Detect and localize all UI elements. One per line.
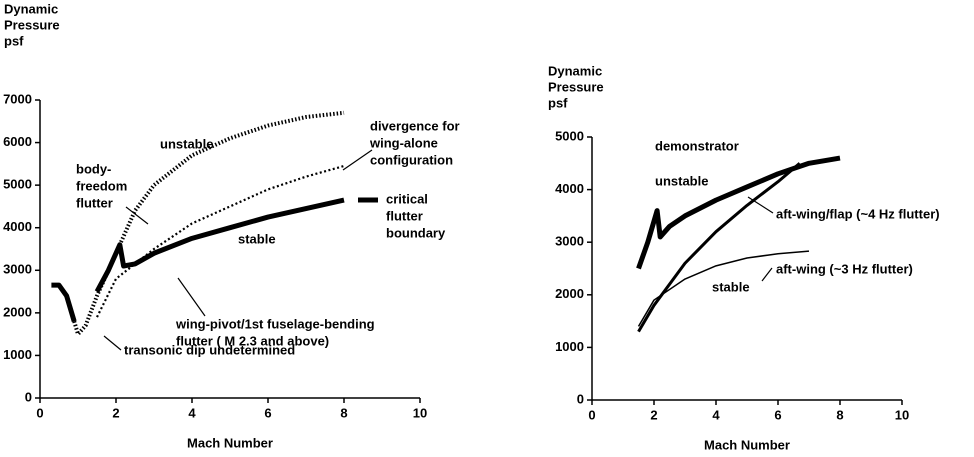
x-tick-label: 10 (895, 407, 909, 422)
leader-line (761, 267, 773, 282)
x-tick-label: 2 (112, 405, 119, 420)
y-tick-label: 2000 (555, 286, 584, 301)
y-axis-title: Pressure (548, 79, 604, 94)
x-tick-label: 0 (36, 405, 43, 420)
y-tick-label: 0 (25, 389, 32, 404)
annotation: stable (712, 279, 750, 294)
y-tick-label: 4000 (555, 181, 584, 196)
annotation: unstable (160, 136, 213, 151)
series-line (72, 110, 345, 337)
x-axis-title: Mach Number (187, 435, 273, 450)
annotation: flutter (386, 208, 423, 223)
leader-line (125, 206, 149, 225)
x-tick-label: 6 (264, 405, 271, 420)
annotation: wing-pivot/1st fuselage-bending (175, 316, 375, 331)
series-line (637, 162, 801, 333)
annotation: transonic dip undetermined (124, 342, 295, 357)
y-tick-label: 2000 (3, 304, 32, 319)
x-axis-title: Mach Number (704, 437, 790, 452)
annotation: flutter ( M 2.3 and above) (176, 333, 329, 348)
y-tick-label: 7000 (3, 91, 32, 106)
leader-line (342, 149, 373, 171)
x-tick-label: 6 (774, 407, 781, 422)
annotation: flutter (76, 195, 113, 210)
annotation: demonstrator (655, 138, 739, 153)
annotation: configuration (370, 152, 453, 167)
annotation: freedom (76, 178, 127, 193)
y-axis-title: Pressure (4, 17, 60, 32)
y-tick-label: 3000 (555, 234, 584, 249)
y-axis-title: psf (548, 95, 568, 110)
x-tick-label: 8 (340, 405, 347, 420)
x-tick-label: 4 (712, 407, 720, 422)
series-line (636, 155, 841, 270)
annotation: aft-wing (~3 Hz flutter) (776, 261, 913, 276)
y-tick-label: 5000 (3, 177, 32, 192)
x-tick-label: 10 (413, 405, 427, 420)
annotation: wing-alone (369, 135, 438, 150)
y-tick-label: 1000 (3, 347, 32, 362)
annotation: divergence for (370, 118, 460, 133)
annotation: body- (76, 161, 111, 176)
annotation: stable (238, 231, 276, 246)
annotation: unstable (655, 173, 708, 188)
x-tick-label: 0 (588, 407, 595, 422)
x-tick-label: 4 (188, 405, 196, 420)
leader-line (177, 277, 206, 317)
y-tick-label: 1000 (555, 339, 584, 354)
leader-line (747, 196, 774, 214)
y-tick-label: 4000 (3, 219, 32, 234)
y-axis-title: Dynamic (548, 63, 602, 78)
annotation: aft-wing/flap (~4 Hz flutter) (776, 206, 940, 221)
y-axis-title: psf (4, 33, 24, 48)
annotation: boundary (386, 225, 446, 240)
series-line (51, 197, 345, 323)
y-tick-label: 3000 (3, 262, 32, 277)
x-tick-label: 8 (836, 407, 843, 422)
y-tick-label: 6000 (3, 134, 32, 149)
series-line (637, 250, 810, 327)
y-axis-title: Dynamic (4, 1, 58, 16)
leader-lines (103, 149, 774, 351)
y-tick-label: 0 (577, 391, 584, 406)
leader-line (103, 335, 122, 351)
x-tick-label: 2 (650, 407, 657, 422)
annotation: critical (386, 191, 428, 206)
series-line (96, 164, 345, 318)
y-tick-label: 5000 (555, 128, 584, 143)
